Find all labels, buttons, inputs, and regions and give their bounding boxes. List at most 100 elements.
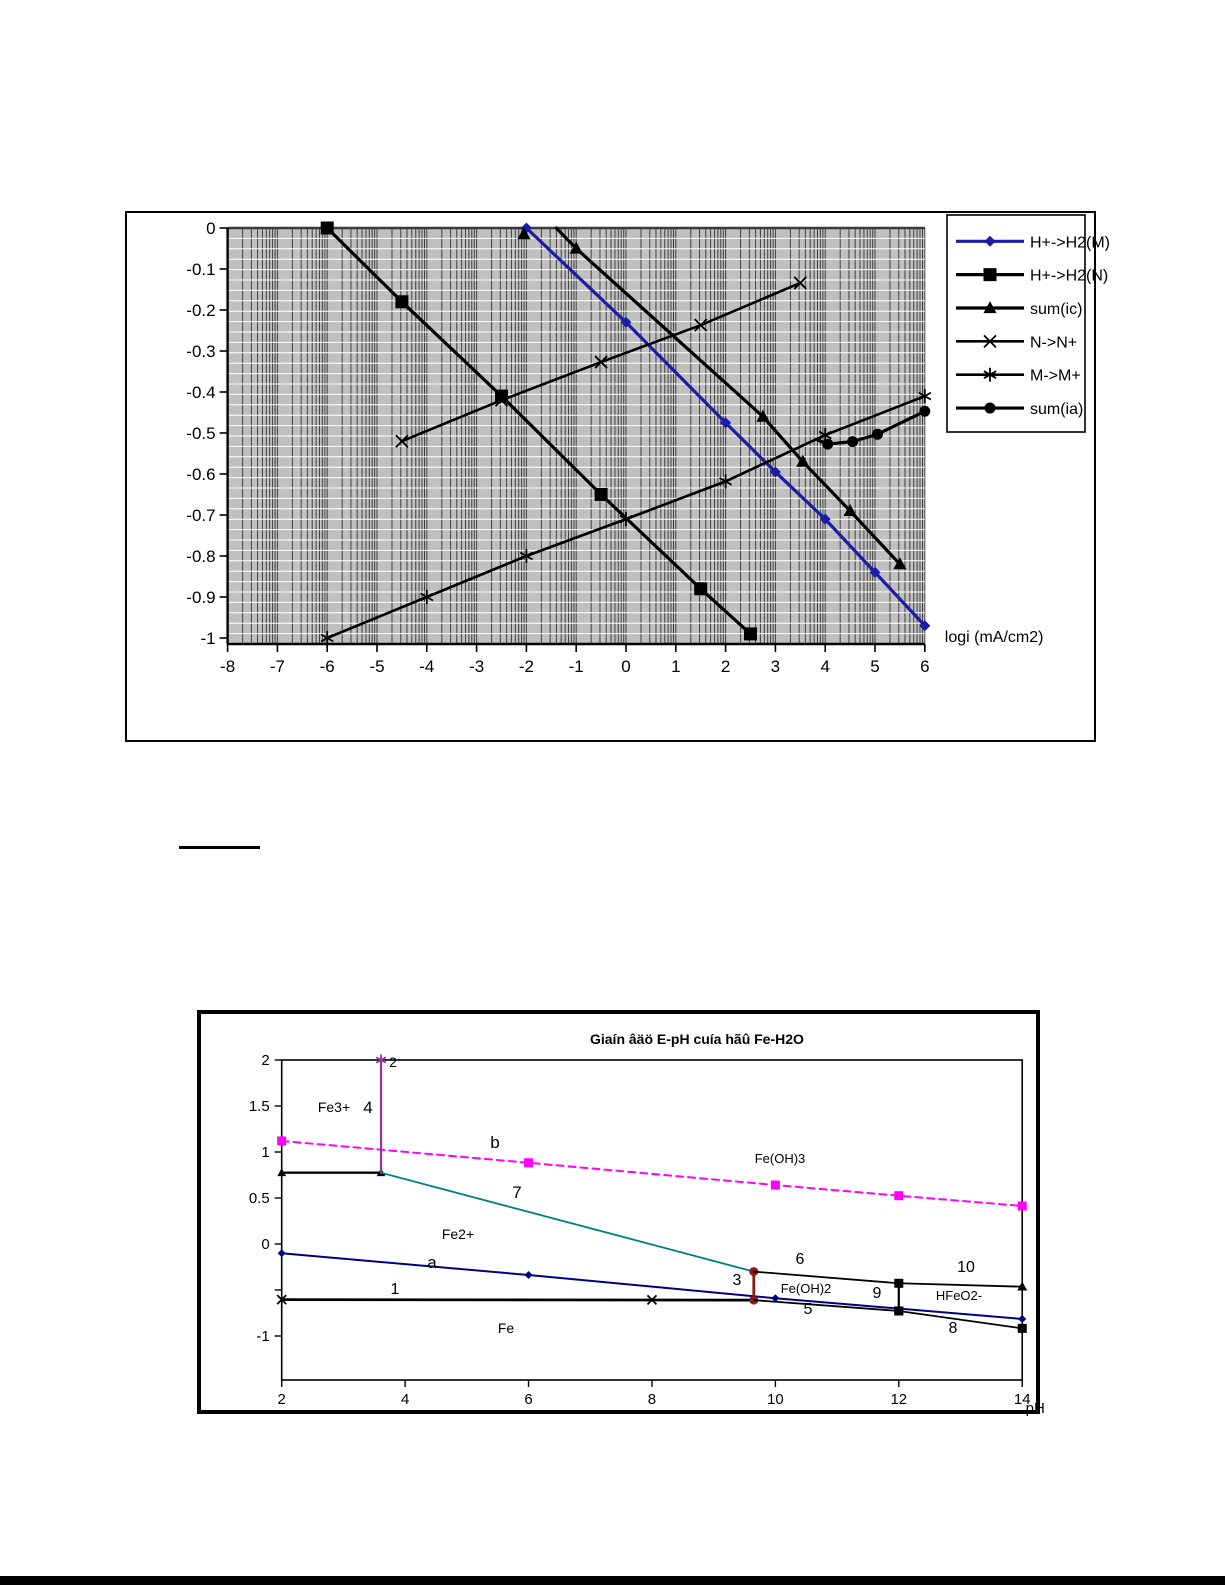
evans-diagram-figure: 0 -0.1 -0.2 -0.3 -0.4 -0.5 -0.6 -0.7 -0.8 -0.9 -1-… xyxy=(125,211,1110,742)
x-tick-label: 8 xyxy=(648,1391,656,1408)
marker-square xyxy=(894,1306,904,1316)
series-line-1 xyxy=(276,1294,756,1305)
marker-square xyxy=(524,1158,534,1168)
marker-diamond xyxy=(769,466,781,478)
marker-square xyxy=(277,1136,287,1146)
legend-item: sum(ia) xyxy=(956,401,1083,418)
x-axis-title: logi (mA/cm2) xyxy=(945,629,1044,646)
legend-item: sum(ic) xyxy=(956,301,1082,318)
marker-asterisk xyxy=(719,474,733,489)
legend-label: sum(ia) xyxy=(1030,401,1083,418)
series-line xyxy=(752,1270,900,1285)
series-line xyxy=(380,1171,755,1273)
x-tick-label: -4 xyxy=(419,657,434,676)
legend-item: H+->H2(N) xyxy=(956,268,1108,285)
x-tick-label: -8 xyxy=(220,657,235,676)
legend-item: N->N+ xyxy=(956,334,1077,351)
marker-asterisk xyxy=(983,367,997,382)
pourbaix-diagram-figure: Giaín âäö E-pH cuía hãû Fe-H2O 2 1.5 1 0.5 0 -… xyxy=(197,1010,1045,1417)
series-line-8 xyxy=(894,1306,1027,1333)
marker-triangle xyxy=(796,454,810,467)
y-tick-label: -0.7 xyxy=(186,506,215,525)
annotations: Fe3+ 4 2 b 7 Fe2+ a 1 Fe 3 Fe(OH)2 9 5 HFeO2- 6 10 8 Fe(O… xyxy=(318,1054,982,1337)
x-tick-label: 4 xyxy=(820,657,829,676)
series-line xyxy=(752,1299,900,1312)
marker-x xyxy=(983,334,997,348)
legend-label: sum(ic) xyxy=(1030,301,1082,318)
y-tick-label: 1 xyxy=(261,1144,269,1161)
legend-item: H+->H2(M) xyxy=(956,234,1110,251)
horizontal-gridlines xyxy=(227,237,925,645)
marker-diamond xyxy=(819,513,831,525)
x-axis-ticks: -8 -7 -6 -5 -4 -3 -2 -1 0 1 2 3 4 5 6 xyxy=(220,644,930,676)
series-sum(ic) xyxy=(517,226,907,570)
marker-circle xyxy=(822,438,834,450)
annotation-3: 3 xyxy=(733,1272,742,1289)
marker-square xyxy=(694,582,708,596)
marker-square xyxy=(770,1180,780,1190)
series-line xyxy=(897,1282,1024,1288)
annotation-hfeo2: HFeO2- xyxy=(936,1288,982,1303)
marker-x xyxy=(494,393,509,407)
annotation-6: 6 xyxy=(796,1251,805,1268)
marker-triangle xyxy=(983,301,997,314)
marker-asterisk xyxy=(375,1054,387,1066)
x-tick-label: 4 xyxy=(401,1391,409,1408)
series-line-7 xyxy=(380,1171,755,1273)
y-tick-label: -0.9 xyxy=(186,588,215,607)
marker-asterisk xyxy=(619,512,633,527)
legend: H+->H2(M) H+->H2(N) sum(ic) N->N+ M->M+ sum(i… xyxy=(946,214,1110,433)
x-tick-label: 14 xyxy=(1014,1391,1031,1408)
annotation-5: 5 xyxy=(804,1301,813,1318)
annotation-2: 2 xyxy=(389,1054,397,1070)
annotation-fe2: Fe2+ xyxy=(442,1226,474,1242)
marker-triangle xyxy=(843,504,857,516)
legend-box xyxy=(946,214,1086,433)
x-tick-label: 3 xyxy=(771,657,780,676)
marker-triangle xyxy=(1017,1281,1028,1291)
marker-x xyxy=(793,276,807,290)
legend-item: M->M+ xyxy=(956,367,1081,385)
series-M->M+ xyxy=(320,389,932,645)
x-tick-label: -2 xyxy=(519,657,534,676)
y-tick-label: 1.5 xyxy=(249,1098,270,1115)
x-tick-label: 0 xyxy=(621,657,630,676)
marker-square xyxy=(594,488,608,501)
marker-triangle xyxy=(569,241,583,254)
marker-diamond xyxy=(869,566,881,578)
annotation-1: 1 xyxy=(391,1281,400,1298)
annotation-10: 10 xyxy=(957,1259,975,1276)
x-tick-label: 12 xyxy=(890,1391,907,1408)
marker-asterisk xyxy=(420,590,434,604)
series-H+->H2(M) xyxy=(520,222,931,632)
pourbaix-diagram-canvas: Giaín âäö E-pH cuía hãû Fe-H2O 2 1.5 1 0.5 0 -… xyxy=(249,1031,1045,1417)
marker-triangle xyxy=(893,557,907,570)
marker-circle xyxy=(847,436,859,448)
marker-square xyxy=(320,221,334,235)
y-tick-label: 0 xyxy=(206,219,215,238)
y-tick-label: 0.5 xyxy=(249,1190,270,1207)
annotation-a: a xyxy=(427,1253,437,1272)
marker-x xyxy=(395,434,409,448)
x-tick-label: 2 xyxy=(278,1391,286,1408)
x-tick-label: 1 xyxy=(671,657,680,676)
series-N->N+ xyxy=(395,276,807,448)
x-tick-label: 10 xyxy=(767,1391,784,1408)
series-line xyxy=(325,226,753,636)
series-line-5 xyxy=(752,1299,900,1312)
y-tick-label: -0.4 xyxy=(186,383,215,402)
x-tick-label: -6 xyxy=(320,657,335,676)
y-tick-label: -0.2 xyxy=(186,301,215,320)
marker-square xyxy=(744,627,757,641)
x-tick-label: 6 xyxy=(524,1391,532,1408)
x-tick-label: -1 xyxy=(569,657,584,676)
marker-diamond xyxy=(984,235,996,247)
marker-x xyxy=(276,1294,287,1305)
marker-diamond xyxy=(620,316,632,328)
chart-title: Giaín âäö E-pH cuía hãû Fe-H2O xyxy=(590,1031,804,1047)
y-tick-label: 2 xyxy=(261,1052,269,1069)
marker-triangle xyxy=(517,227,531,240)
x-axis-ticks: 2 4 6 8 10 12 14 xyxy=(278,1380,1031,1408)
marker-square xyxy=(1017,1201,1027,1211)
marker-circle xyxy=(984,402,996,414)
